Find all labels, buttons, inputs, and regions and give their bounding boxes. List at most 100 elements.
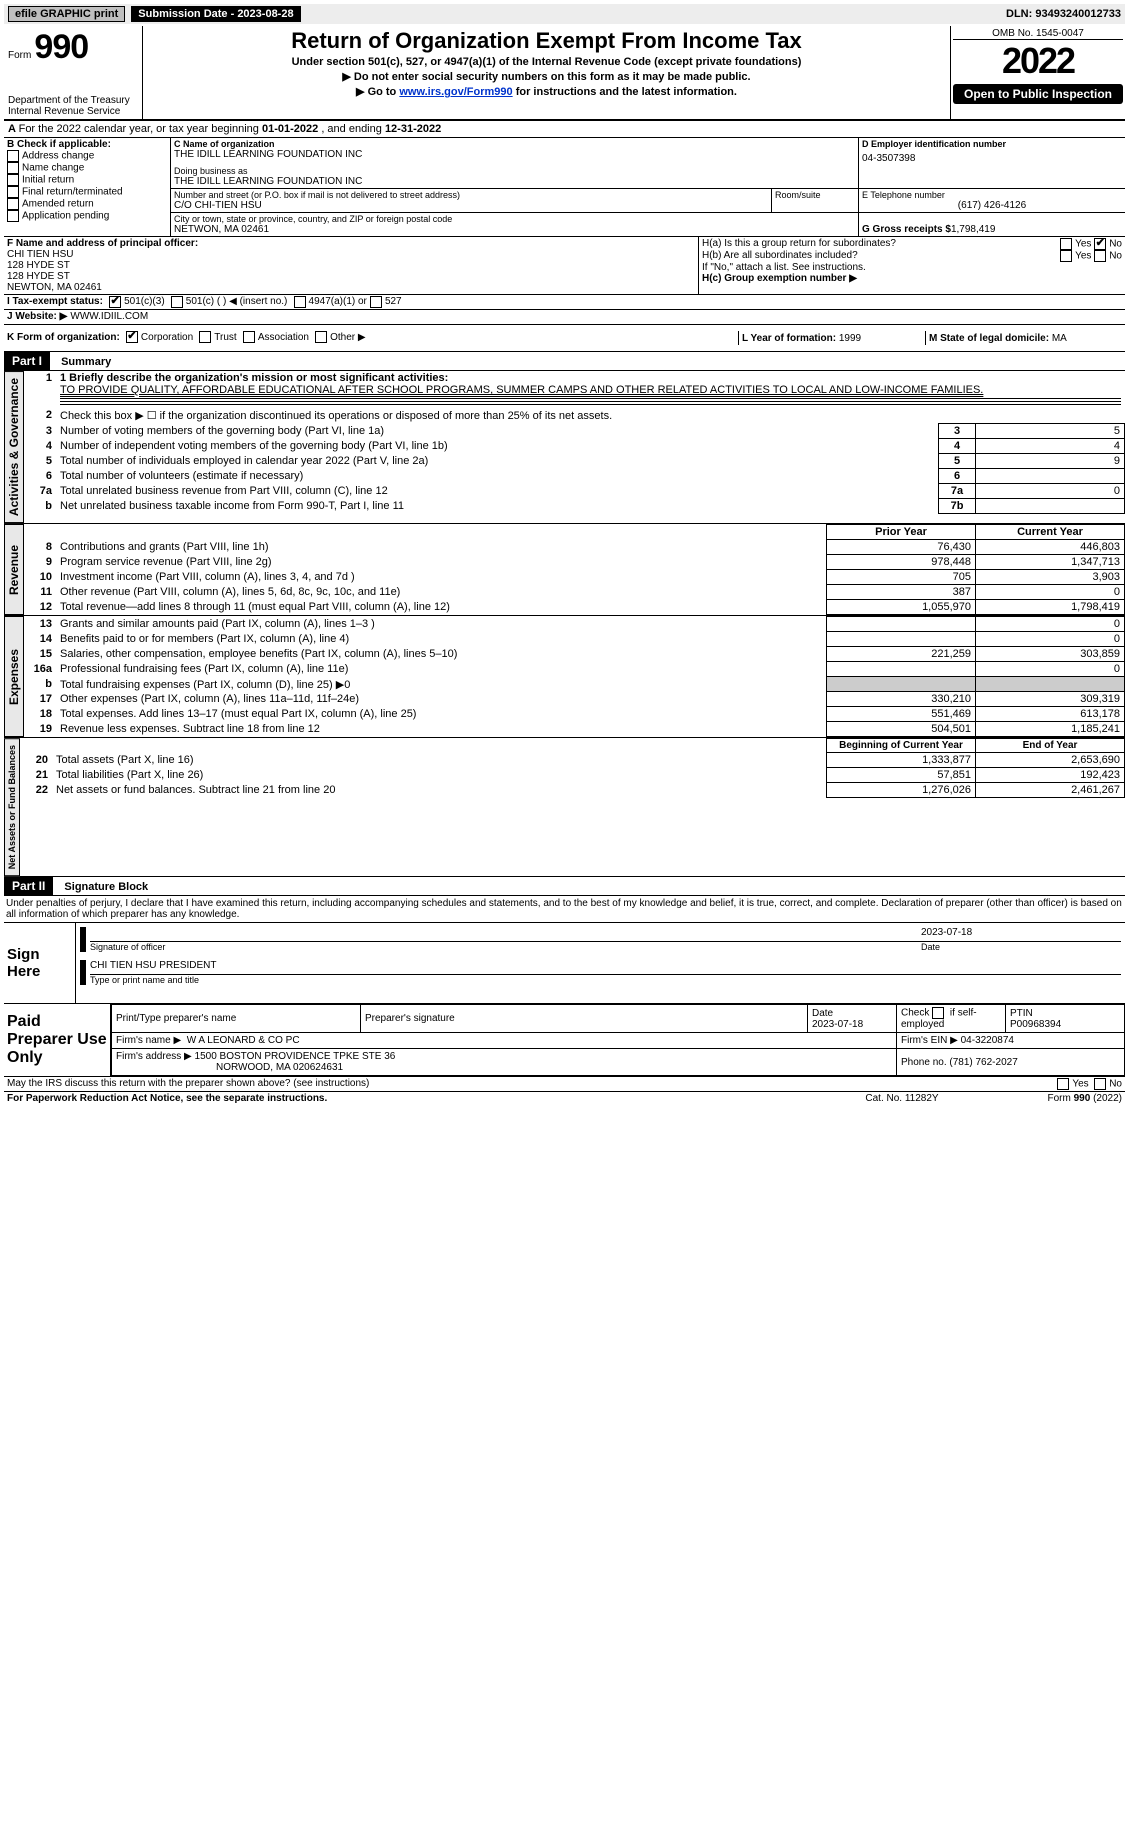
prep-h1: Print/Type preparer's name xyxy=(112,1005,361,1033)
rev11-txt: Other revenue (Part VIII, column (A), li… xyxy=(56,585,827,600)
part2-bar: Part II xyxy=(4,877,53,895)
tab-activities: Activities & Governance xyxy=(4,371,24,523)
part1-title: Summary xyxy=(53,354,119,370)
row3-num: 3 xyxy=(24,424,56,439)
hdr-prior: Prior Year xyxy=(827,525,976,540)
officer-sig-label: Signature of officer xyxy=(90,942,921,952)
net20-txt: Total assets (Part X, line 16) xyxy=(52,753,827,768)
firm-name-cell: Firm's name ▶ W A LEONARD & CO PC xyxy=(112,1033,897,1049)
entity-block: B Check if applicable: Address change Na… xyxy=(4,138,1125,237)
exp16b-p xyxy=(827,677,976,692)
year-formation-value: 1999 xyxy=(839,333,861,344)
row6-num: 6 xyxy=(24,469,56,484)
website-value[interactable]: WWW.IDIIL.COM xyxy=(70,311,148,323)
footer-row: For Paperwork Reduction Act Notice, see … xyxy=(4,1092,1125,1105)
phone-value: (617) 426-4126 xyxy=(862,200,1122,211)
exp14-txt: Benefits paid to or for members (Part IX… xyxy=(56,632,827,647)
exp18-p: 551,469 xyxy=(827,707,976,722)
net21-txt: Total liabilities (Part X, line 26) xyxy=(52,768,827,783)
exp17-c: 309,319 xyxy=(976,692,1125,707)
opt-name-change: Name change xyxy=(7,162,167,174)
exp13-txt: Grants and similar amounts paid (Part IX… xyxy=(56,617,827,632)
netassets-block: Net Assets or Fund Balances Beginning of… xyxy=(4,737,1125,877)
tax-year: 2022 xyxy=(953,39,1123,82)
net20-p: 1,333,877 xyxy=(827,753,976,768)
exp18-num: 18 xyxy=(24,707,56,722)
period-label-a: For the 2022 calendar year, or tax year … xyxy=(19,123,262,135)
goto-prefix: Go to xyxy=(368,86,400,98)
opt-address-change: Address change xyxy=(7,150,167,162)
row7b-num: b xyxy=(24,499,56,514)
net21-p: 57,851 xyxy=(827,768,976,783)
officer-l3: 128 HYDE ST xyxy=(7,271,695,282)
part2-header: Part II Signature Block xyxy=(4,877,1125,895)
row3-box: 3 xyxy=(939,424,976,439)
net21-c: 192,423 xyxy=(976,768,1125,783)
exp15-p: 221,259 xyxy=(827,647,976,662)
exp17-p: 330,210 xyxy=(827,692,976,707)
irs-link[interactable]: www.irs.gov/Form990 xyxy=(399,86,512,98)
hdr-begin: Beginning of Current Year xyxy=(827,739,976,753)
opt-initial-return: Initial return xyxy=(7,174,167,186)
rev8-txt: Contributions and grants (Part VIII, lin… xyxy=(56,540,827,555)
exp14-num: 14 xyxy=(24,632,56,647)
exp15-txt: Salaries, other compensation, employee b… xyxy=(56,647,827,662)
row7b-val xyxy=(976,499,1125,514)
hc-label: H(c) Group exemption number ▶ xyxy=(702,273,1122,284)
net20-num: 20 xyxy=(20,753,52,768)
discuss-answer: Yes No xyxy=(1057,1078,1122,1090)
sig-date-label: Date xyxy=(921,942,1121,952)
gross-label: G Gross receipts $ xyxy=(862,224,951,235)
name-title-value: CHI TIEN HSU PRESIDENT xyxy=(90,960,1121,975)
formorg-label: K Form of organization: xyxy=(7,332,120,343)
dept-label: Department of the Treasury Internal Reve… xyxy=(8,95,138,117)
row7a-box: 7a xyxy=(939,484,976,499)
form-title: Return of Organization Exempt From Incom… xyxy=(147,28,946,54)
period-row: A For the 2022 calendar year, or tax yea… xyxy=(4,121,1125,138)
exp16b-txt: Total fundraising expenses (Part IX, col… xyxy=(56,677,827,692)
year-formation-label: L Year of formation: xyxy=(742,333,839,344)
rev11-num: 11 xyxy=(24,585,56,600)
exp18-txt: Total expenses. Add lines 13–17 (must eq… xyxy=(56,707,827,722)
row4-val: 4 xyxy=(976,439,1125,454)
revenue-block: Revenue Prior YearCurrent Year 8Contribu… xyxy=(4,523,1125,615)
opt-amended-return: Amended return xyxy=(7,198,167,210)
efile-button[interactable]: efile GRAPHIC print xyxy=(8,6,125,22)
exp14-p xyxy=(827,632,976,647)
opt-corp: Corporation xyxy=(141,332,193,343)
exp14-c: 0 xyxy=(976,632,1125,647)
submission-date-button[interactable]: Submission Date - 2023-08-28 xyxy=(131,6,300,22)
gross-value: 1,798,419 xyxy=(951,224,996,235)
ha-label: H(a) Is this a group return for subordin… xyxy=(702,238,1060,250)
exp19-p: 504,501 xyxy=(827,722,976,737)
firm-ein-cell: Firm's EIN ▶ 04-3220874 xyxy=(897,1033,1125,1049)
topbar: efile GRAPHIC print Submission Date - 20… xyxy=(4,4,1125,24)
city-value: NETWON, MA 02461 xyxy=(174,224,855,235)
declaration-text: Under penalties of perjury, I declare th… xyxy=(4,895,1125,923)
exp17-num: 17 xyxy=(24,692,56,707)
rev10-num: 10 xyxy=(24,570,56,585)
period-end: 12-31-2022 xyxy=(385,123,441,135)
sign-here-label: Sign Here xyxy=(4,923,76,1003)
dba-name: THE IDILL LEARNING FOUNDATION INC xyxy=(174,176,855,187)
officer-signature-line[interactable] xyxy=(90,927,921,942)
klm-row: K Form of organization: Corporation Trus… xyxy=(4,325,1125,352)
form-header: Form 990 Department of the Treasury Inte… xyxy=(4,26,1125,121)
dln-label: DLN: 93493240012733 xyxy=(1006,8,1121,20)
sig-date: 2023-07-18 xyxy=(921,927,1121,942)
omb-label: OMB No. 1545-0047 xyxy=(953,28,1123,39)
room-label: Room/suite xyxy=(775,190,855,200)
name-label: C Name of organization xyxy=(174,139,855,149)
open-public-badge: Open to Public Inspection xyxy=(953,84,1123,104)
net20-c: 2,653,690 xyxy=(976,753,1125,768)
rev9-num: 9 xyxy=(24,555,56,570)
officer-l2: 128 HYDE ST xyxy=(7,260,695,271)
opt-527: 527 xyxy=(385,296,402,308)
exp16b-num: b xyxy=(24,677,56,692)
exp13-num: 13 xyxy=(24,617,56,632)
domicile-label: M State of legal domicile: xyxy=(929,333,1052,344)
row4-box: 4 xyxy=(939,439,976,454)
row7b-txt: Net unrelated business taxable income fr… xyxy=(56,499,939,514)
part1-header: Part I Summary xyxy=(4,352,1125,371)
row3-txt: Number of voting members of the governin… xyxy=(56,424,939,439)
